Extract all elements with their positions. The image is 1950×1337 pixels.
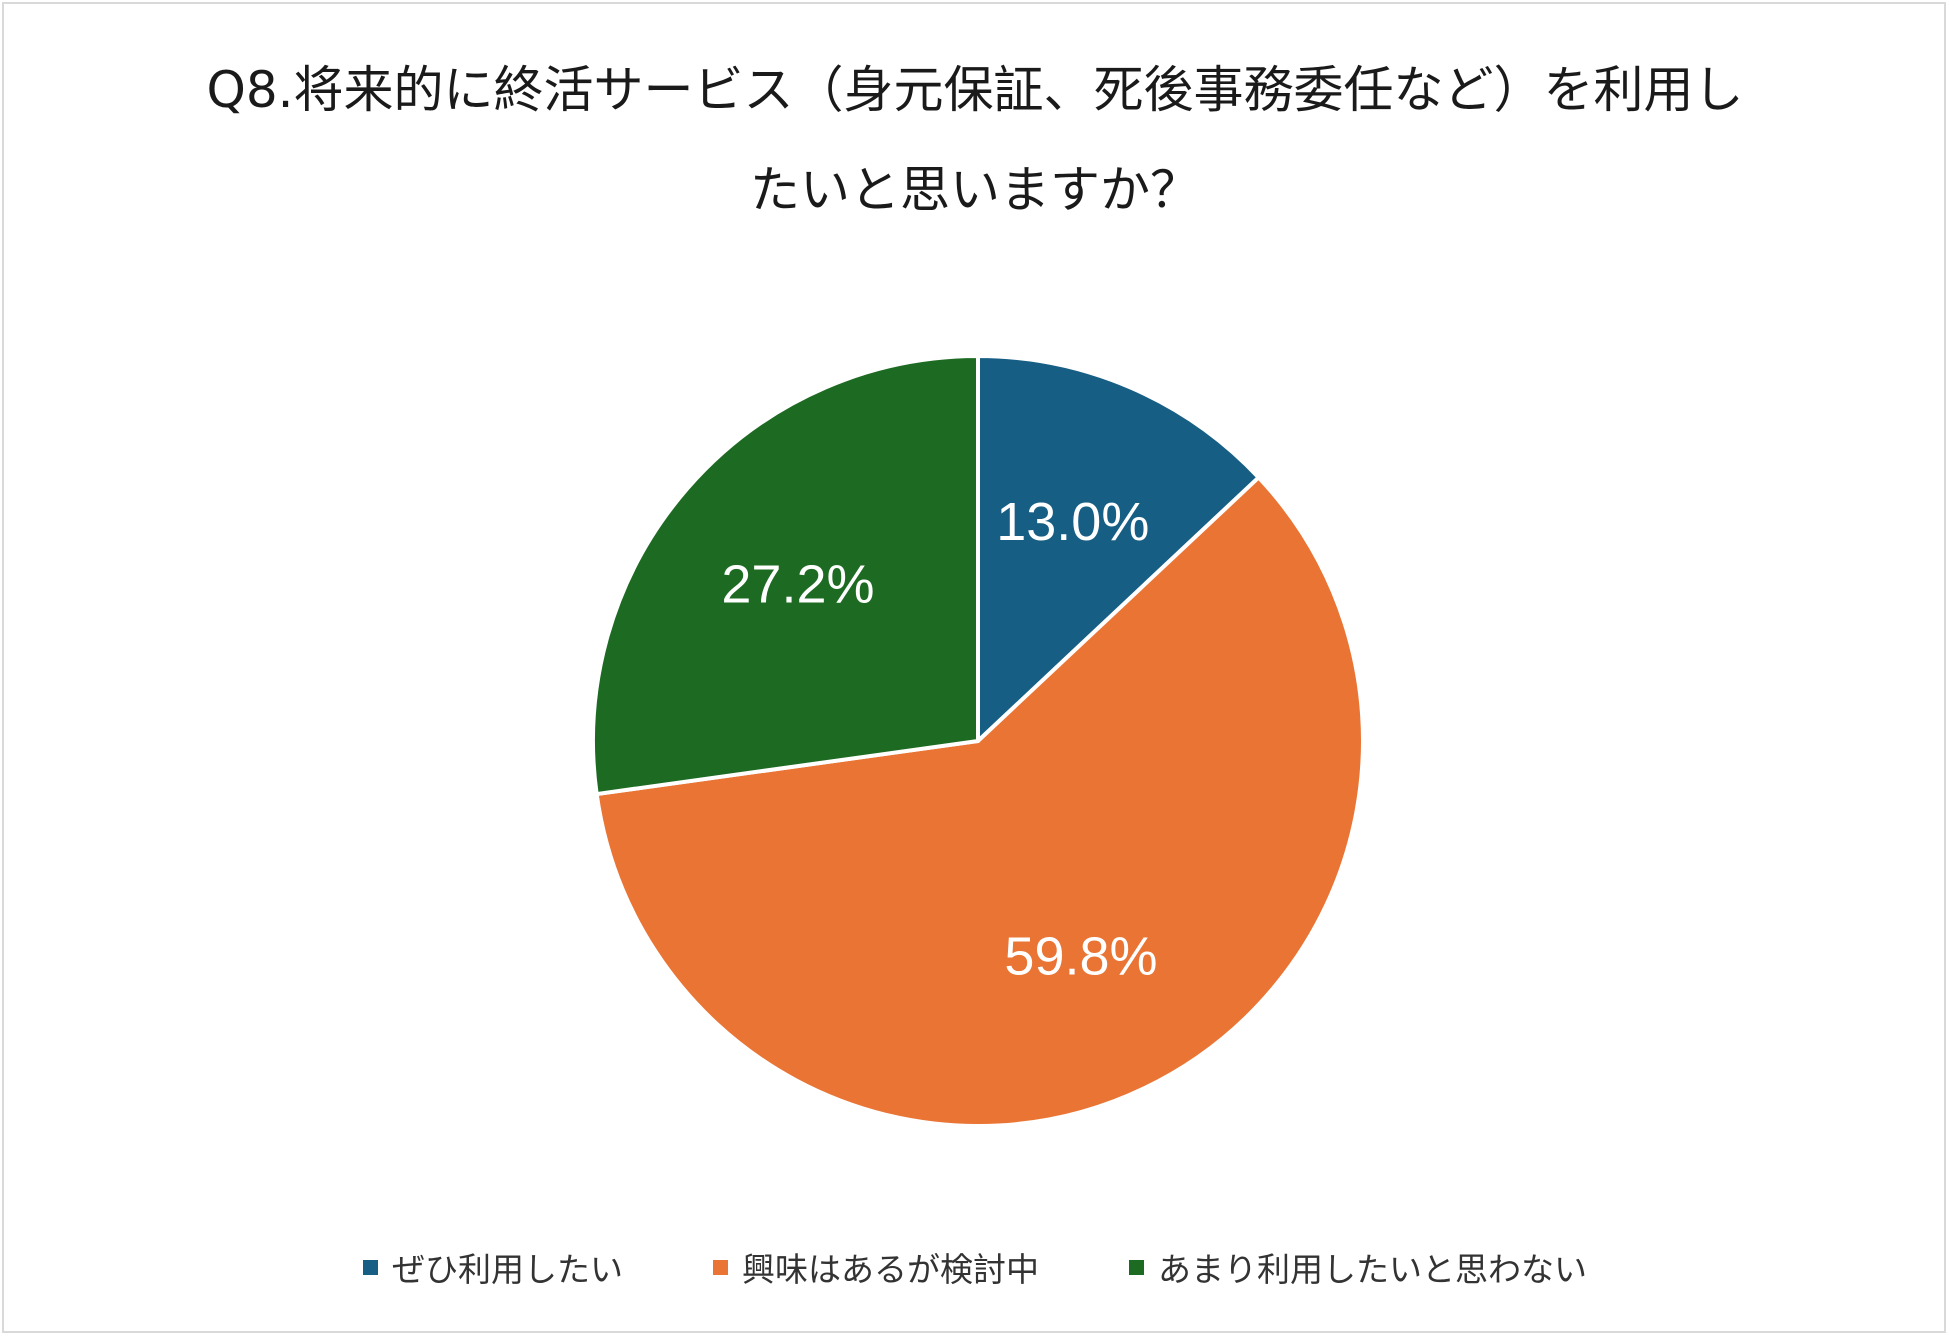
legend-swatch-3: [1129, 1259, 1144, 1275]
legend-item-1: ぜひ利用したい: [363, 1243, 623, 1291]
pie-slice-3: [591, 354, 980, 797]
legend-label-3: あまり利用したいと思わない: [1158, 1250, 1587, 1289]
pie-slice-1: [976, 354, 1261, 743]
legend-label-2: 興味はあるが検討中: [742, 1250, 1039, 1289]
legend-swatch-2: [713, 1259, 728, 1275]
chart-title: Q8.将来的に終活サービス（身元保証、死後事務委任など）を利用したいと思いますか…: [206, 61, 1744, 219]
data-label-3: 27.2%: [721, 554, 874, 614]
legend-swatch-1: [363, 1259, 378, 1275]
legend-label-1: ぜひ利用したい: [392, 1250, 623, 1289]
pie-slice-2: [594, 475, 1365, 1129]
legend-item-2: 興味はあるが検討中: [713, 1243, 1039, 1291]
legend: ぜひ利用したい 興味はあるが検討中 あまり利用したいと思わない: [0, 1243, 1950, 1291]
legend-item-3: あまり利用したいと思わない: [1129, 1243, 1587, 1291]
data-label-1: 13.0%: [996, 492, 1149, 552]
data-label-2: 59.8%: [1004, 926, 1157, 986]
